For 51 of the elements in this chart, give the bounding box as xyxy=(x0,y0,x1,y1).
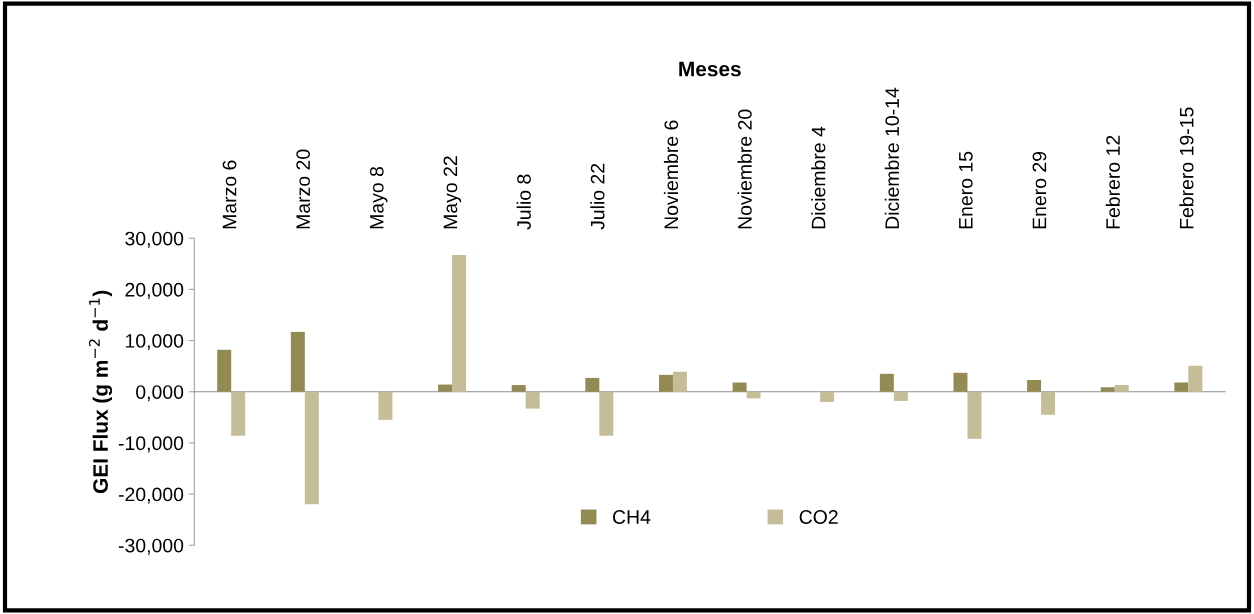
y-tick-label: 30,000 xyxy=(125,231,184,248)
legend-label: CH4 xyxy=(612,510,651,524)
bar xyxy=(746,391,761,399)
bar xyxy=(511,385,526,392)
y-tick-label: -20,000 xyxy=(118,487,184,504)
bar xyxy=(585,377,600,392)
y-axis-title: GEI Flux (g m$^{−2}$ d$^{−1}$) xyxy=(88,290,113,494)
bar xyxy=(231,391,246,436)
bar xyxy=(599,391,614,436)
bar xyxy=(378,391,393,420)
x-tick-label: Febrero 12 xyxy=(1105,135,1120,229)
x-tick-label: Mayo 8 xyxy=(369,166,388,229)
bar xyxy=(1027,379,1042,392)
bar xyxy=(452,255,467,392)
x-tick-label: Diciembre 10-14 xyxy=(884,87,900,229)
x-tick-label: Julio 8 xyxy=(516,174,531,230)
x-tick-label: Julio 22 xyxy=(590,163,605,230)
bar xyxy=(1100,387,1115,392)
y-tick-label: 10,000 xyxy=(125,334,184,351)
x-tick-label: Enero 29 xyxy=(1032,151,1047,229)
y-tick-label: -30,000 xyxy=(118,538,184,555)
x-tick-label: Enero 15 xyxy=(959,151,973,229)
x-tick-label: Febrero 19-15 xyxy=(1179,107,1194,229)
legend-label: CO2 xyxy=(799,510,838,524)
bar xyxy=(217,349,232,392)
bar xyxy=(1188,365,1203,392)
bar xyxy=(879,373,894,392)
bar xyxy=(672,371,687,392)
bar xyxy=(1114,385,1129,392)
bar xyxy=(525,391,540,409)
bar xyxy=(967,391,982,439)
bar xyxy=(1041,391,1056,415)
y-tick-label: -10,000 xyxy=(118,436,184,453)
x-tick-label: Mayo 22 xyxy=(443,156,462,229)
bar xyxy=(290,331,305,392)
x-tick-label: Noviembre 6 xyxy=(663,120,679,229)
bar xyxy=(732,382,747,392)
bar xyxy=(438,384,453,392)
bar xyxy=(820,391,835,402)
x-axis-title: Meses xyxy=(679,61,741,77)
x-tick-label: Noviembre 20 xyxy=(737,109,752,229)
y-tick-label: 20,000 xyxy=(125,282,184,299)
bar xyxy=(953,372,968,392)
bar xyxy=(1174,382,1189,392)
bar xyxy=(893,391,908,401)
bar xyxy=(658,374,673,392)
x-tick-label: Marzo 20 xyxy=(296,149,311,229)
x-tick-label: Marzo 6 xyxy=(222,160,237,229)
y-tick-label: 0,000 xyxy=(136,385,184,402)
bar xyxy=(304,391,319,505)
x-tick-label: Diciembre 4 xyxy=(811,126,826,229)
